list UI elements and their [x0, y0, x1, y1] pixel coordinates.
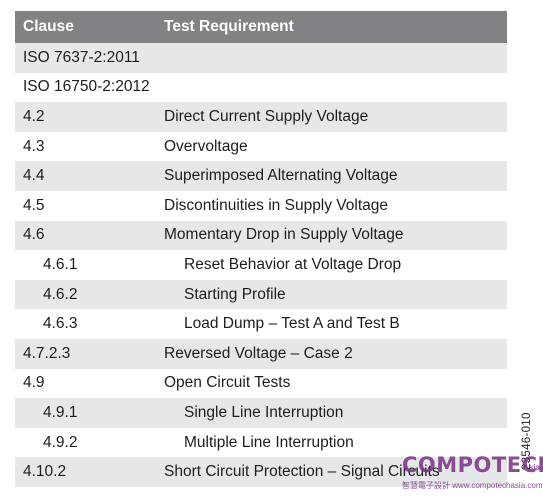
table-row: 4.2 Direct Current Supply Voltage — [15, 102, 507, 132]
requirement-cell: Single Line Interruption — [184, 403, 344, 421]
compotech-watermark: COMPOTECH Asia 智慧電子設計 www.compotechasia.… — [402, 453, 543, 493]
requirement-cell: Load Dump – Test A and Test B — [184, 315, 400, 333]
requirements-table: Clause Test Requirement ISO 7637-2:2011 I… — [15, 11, 507, 487]
table-row: 4.10.2 Short Circuit Protection – Signal … — [15, 457, 507, 487]
requirement-cell: Discontinuities in Supply Voltage — [164, 196, 389, 214]
table-row: 4.6.3 Load Dump – Test A and Test B — [15, 309, 507, 339]
table-row: 4.9.2 Multiple Line Interruption — [15, 428, 507, 458]
clause-cell: 4.6.3 — [43, 315, 78, 333]
table-row: 4.7.2.3 Reversed Voltage – Case 2 — [15, 338, 507, 369]
requirement-cell: Superimposed Alternating Voltage — [164, 167, 398, 185]
table-header: Clause Test Requirement — [15, 11, 507, 43]
clause-cell: 4.9.1 — [43, 403, 78, 421]
clause-cell: 4.10.2 — [23, 463, 67, 481]
requirement-cell: Direct Current Supply Voltage — [164, 107, 369, 125]
table-body: ISO 7637-2:2011 ISO 16750-2:2012 4.2 Direct… — [15, 43, 507, 487]
requirement-cell: Reset Behavior at Voltage Drop — [184, 255, 402, 273]
clause-cell: 4.6.1 — [43, 255, 78, 273]
header-test-requirement: Test Requirement — [164, 18, 294, 35]
clause-cell: 4.9.2 — [43, 433, 78, 451]
table-row: ISO 7637-2:2011 — [15, 43, 507, 73]
clause-cell: 4.4 — [23, 167, 45, 185]
clause-cell: 4.2 — [23, 107, 45, 125]
table-row: 4.6.2 Starting Profile — [15, 279, 507, 310]
clause-cell: 4.6 — [23, 226, 45, 244]
requirement-cell: Short Circuit Protection – Signal Circui… — [164, 463, 440, 481]
clause-cell: 4.5 — [23, 196, 45, 214]
clause-cell: ISO 16750-2:2012 — [23, 78, 150, 96]
table-row: 4.3 Overvoltage — [15, 132, 507, 162]
clause-cell: 4.3 — [23, 137, 45, 155]
table-row: 4.9.1 Single Line Interruption — [15, 398, 507, 428]
table-row: 4.6.1 Reset Behavior at Voltage Drop — [15, 250, 507, 280]
clause-cell: 4.7.2.3 — [23, 344, 71, 362]
header-clause: Clause — [23, 18, 74, 35]
requirement-cell: Reversed Voltage – Case 2 — [164, 344, 353, 362]
table-row: 4.5 Discontinuities in Supply Voltage — [15, 191, 507, 221]
table-row: ISO 16750-2:2012 — [15, 73, 507, 103]
requirement-cell: Starting Profile — [184, 285, 286, 303]
requirement-cell: Open Circuit Tests — [164, 374, 291, 392]
clause-cell: ISO 7637-2:2011 — [23, 48, 140, 66]
watermark-brand: COMPOTECH — [402, 453, 543, 477]
clause-cell: 4.9 — [23, 374, 45, 392]
table-row: 4.9 Open Circuit Tests — [15, 369, 507, 399]
clause-cell: 4.6.2 — [43, 285, 78, 303]
requirement-cell: Multiple Line Interruption — [184, 433, 354, 451]
watermark-subtitle: 智慧電子設計 www.compotechasia.com — [402, 481, 543, 490]
table-row: 4.4 Superimposed Alternating Voltage — [15, 161, 507, 191]
table-row: 4.6 Momentary Drop in Supply Voltage — [15, 220, 507, 251]
requirement-cell: Momentary Drop in Supply Voltage — [164, 226, 404, 244]
watermark-region: Asia — [523, 463, 540, 472]
requirement-cell: Overvoltage — [164, 137, 248, 155]
